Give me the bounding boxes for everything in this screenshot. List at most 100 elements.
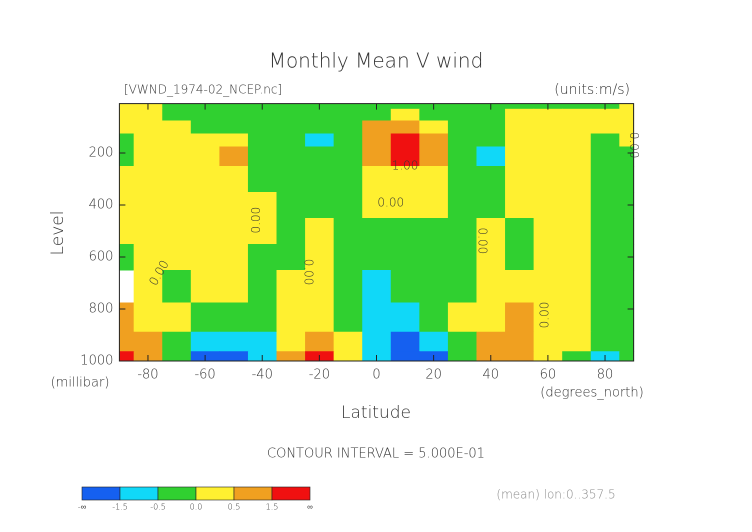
field-cell: [119, 133, 135, 147]
field-cell: [590, 244, 620, 271]
field-cell: [276, 244, 306, 271]
field-cell: [476, 270, 506, 303]
field-cell: [362, 270, 392, 303]
field-cell: [505, 120, 535, 134]
contour-label: 0.00: [476, 228, 490, 255]
field-cell: [162, 244, 192, 271]
field-cell: [562, 192, 592, 219]
field-cell: [305, 302, 335, 333]
field-cell: [133, 192, 163, 219]
field-cell: [219, 108, 249, 121]
field-cell: [590, 218, 620, 245]
field-cell: [162, 218, 192, 245]
field-cell: [505, 166, 535, 193]
field-cell: [219, 120, 249, 134]
field-cell: [476, 218, 506, 245]
contour-label: 0.00: [538, 302, 552, 329]
y-tick-label: 200: [89, 146, 114, 161]
field-cell: [562, 270, 592, 303]
field-cell: [619, 133, 635, 147]
field-cell: [533, 244, 563, 271]
field-cell: [305, 331, 335, 352]
field-cell: [276, 120, 306, 134]
field-cell: [362, 120, 392, 134]
field-cell: [133, 108, 163, 121]
field-cell: [190, 218, 220, 245]
field-cell: [119, 351, 135, 362]
field-cell: [119, 302, 135, 333]
field-cell: [419, 108, 449, 121]
field-cell: [419, 302, 449, 333]
field-cell: [247, 331, 278, 352]
field-cell: [447, 166, 477, 193]
field-cell: [119, 120, 135, 134]
field-cell: [119, 166, 135, 193]
field-cell: [190, 331, 220, 352]
field-cell: [619, 331, 635, 352]
field-cell: [305, 166, 335, 193]
field-cell: [590, 133, 620, 147]
field-cell: [190, 108, 220, 121]
field-cell: [119, 108, 135, 121]
field-cell: [619, 244, 635, 271]
x-tick-label: -40: [252, 368, 273, 383]
subtitle-right: (units:m/s): [554, 82, 630, 98]
field-cell: [190, 120, 220, 134]
field-cell: [447, 120, 477, 134]
field-cell: [419, 120, 449, 134]
field-cell: [476, 146, 506, 167]
contour-field: [119, 103, 635, 362]
field-cell: [505, 108, 535, 121]
field-cell: [333, 133, 363, 147]
field-cell: [447, 192, 477, 219]
field-cell: [447, 108, 477, 121]
contour-label: 0.00: [377, 195, 404, 209]
field-cell: [119, 192, 135, 219]
field-cell: [247, 218, 278, 245]
colorbar-label: ∞: [307, 503, 313, 512]
field-cell: [590, 270, 620, 303]
field-cell: [190, 270, 220, 303]
field-cell: [276, 108, 306, 121]
field-cell: [162, 192, 192, 219]
field-cell: [362, 166, 392, 193]
field-cell: [590, 120, 620, 134]
field-cell: [247, 166, 278, 193]
field-cell: [619, 146, 635, 167]
field-cell: [505, 351, 535, 362]
field-cell: [390, 351, 420, 362]
field-cell: [590, 166, 620, 193]
field-cell: [619, 103, 635, 110]
field-cell: [419, 331, 449, 352]
field-cell: [276, 302, 306, 333]
caption: CONTOUR INTERVAL = 5.000E-01: [267, 447, 485, 462]
field-cell: [505, 331, 535, 352]
field-cell: [476, 302, 506, 333]
contour-label: 0.00: [627, 132, 641, 159]
field-cell: [362, 146, 392, 167]
x-tick-label: 20: [425, 368, 442, 383]
subtitle-left: [VWND_1974-02_NCEP.nc]: [124, 83, 282, 97]
contour-label: 0.00: [249, 207, 263, 234]
field-cell: [447, 244, 477, 271]
field-cell: [190, 166, 220, 193]
field-cell: [533, 166, 563, 193]
field-cell: [590, 302, 620, 333]
field-cell: [162, 166, 192, 193]
field-cell: [333, 166, 363, 193]
field-cell: [619, 166, 635, 193]
colorbar-box: [233, 486, 273, 501]
field-cell: [390, 108, 420, 121]
field-cell: [562, 166, 592, 193]
field-cell: [276, 270, 306, 303]
x-tick-label: -80: [137, 368, 158, 383]
field-cell: [276, 192, 306, 219]
field-cell: [219, 166, 249, 193]
field-cell: [447, 133, 477, 147]
y-tick-label: 400: [89, 198, 114, 213]
field-cell: [276, 218, 306, 245]
field-cell: [362, 218, 392, 245]
field-cell: [190, 146, 220, 167]
field-cell: [619, 192, 635, 219]
x-tick-label: -60: [194, 368, 215, 383]
